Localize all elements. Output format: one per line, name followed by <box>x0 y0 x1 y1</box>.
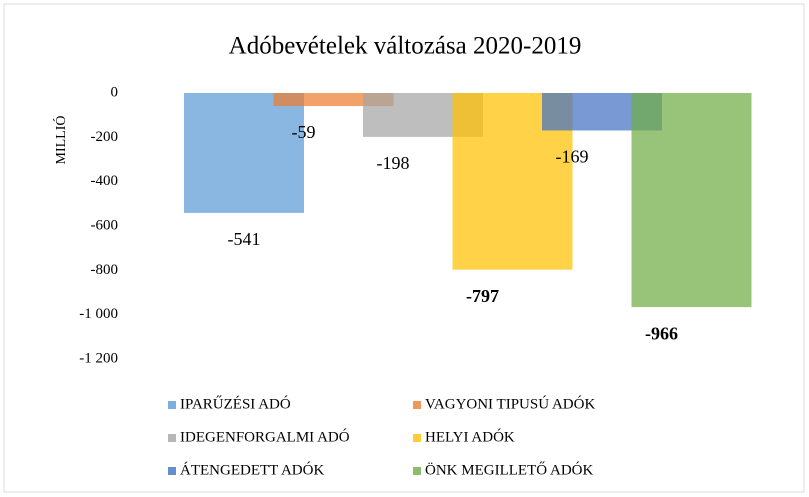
y-axis-label: MILLIÓ <box>52 116 69 165</box>
bar <box>184 93 304 213</box>
legend-label: ÁTENGEDETT ADÓK <box>180 461 324 478</box>
bar <box>631 93 752 308</box>
y-tick-label: 0 <box>111 84 119 100</box>
legend-label: IPARŰZÉSI ADÓ <box>180 395 291 412</box>
legend-swatch <box>413 401 421 409</box>
y-tick-label: -1 200 <box>79 350 118 366</box>
data-label: -169 <box>556 147 589 167</box>
legend-label: ÖNK MEGILLETŐ ADÓK <box>425 461 593 478</box>
legend-label: IDEGENFORGALMI ADÓ <box>180 428 350 445</box>
chart-title: Adóbevételek változása 2020-2019 <box>229 33 582 60</box>
legend-swatch <box>413 467 421 475</box>
legend-swatch <box>413 434 421 442</box>
legend-label: HELYI ADÓK <box>425 428 515 445</box>
y-tick-label: -600 <box>91 217 119 233</box>
data-label: -966 <box>645 323 678 343</box>
y-tick-label: -1 000 <box>79 306 118 322</box>
legend-swatch <box>168 467 176 475</box>
y-tick-label: -800 <box>91 262 119 278</box>
data-label: -59 <box>292 122 316 142</box>
y-tick-label: -200 <box>91 129 119 145</box>
data-label: -797 <box>466 286 499 306</box>
y-tick-label: -400 <box>91 173 119 189</box>
legend-swatch <box>168 401 176 409</box>
data-label: -541 <box>228 229 261 249</box>
legend-swatch <box>168 434 176 442</box>
legend-label: VAGYONI TIPUSÚ ADÓK <box>425 395 595 412</box>
data-label: -198 <box>377 153 410 173</box>
